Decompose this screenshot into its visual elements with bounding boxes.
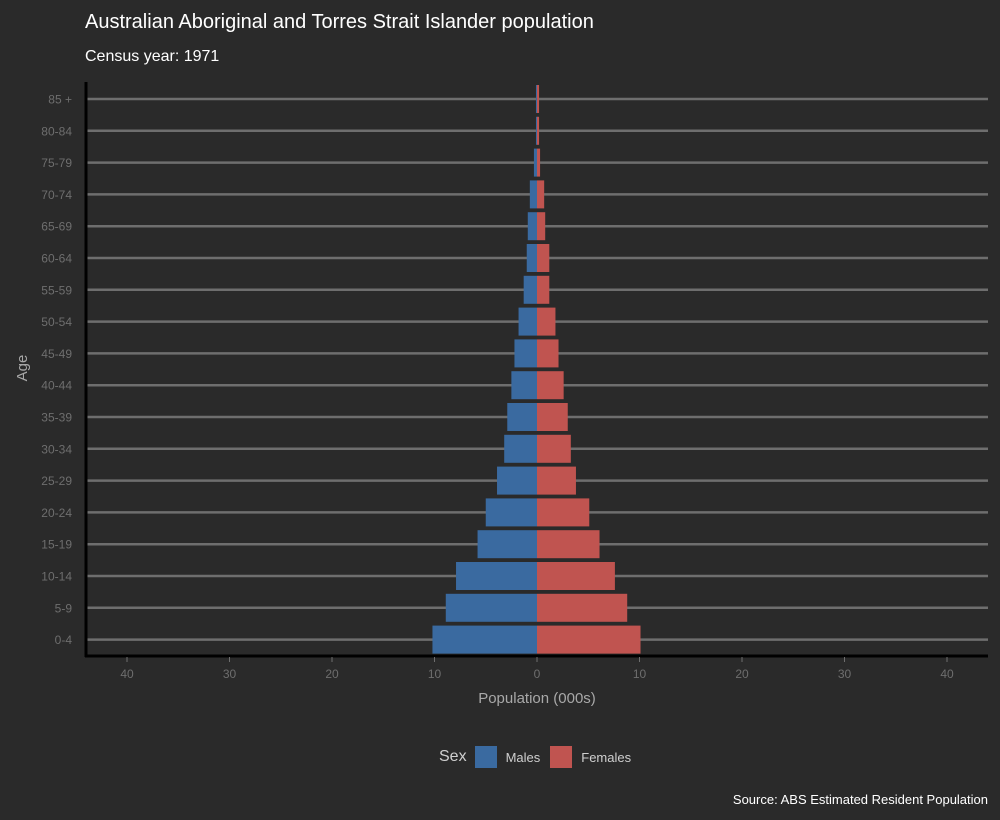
bar-females-0-4 bbox=[537, 625, 641, 654]
bar-males-75-79 bbox=[533, 148, 537, 177]
source-caption: Source: ABS Estimated Resident Populatio… bbox=[732, 792, 988, 807]
bar-males-40-44 bbox=[511, 371, 537, 400]
bar-females-65-69 bbox=[537, 212, 546, 241]
x-tick-label: 10 bbox=[633, 667, 647, 681]
y-tick-label: 85 + bbox=[48, 93, 72, 107]
x-tick-label: 40 bbox=[940, 667, 954, 681]
y-tick-label: 80-84 bbox=[41, 124, 72, 138]
bar-females-75-79 bbox=[537, 148, 541, 177]
bar-males-15-19 bbox=[477, 530, 537, 559]
y-tick-label: 0-4 bbox=[55, 633, 73, 647]
bar-males-60-64 bbox=[526, 244, 537, 272]
legend-title: Sex bbox=[439, 748, 467, 765]
bar-females-10-14 bbox=[537, 562, 615, 590]
y-tick-label: 65-69 bbox=[41, 220, 72, 234]
x-tick-label: 20 bbox=[325, 667, 339, 681]
bar-males-45-49 bbox=[514, 339, 537, 368]
legend-label-males: Males bbox=[505, 749, 541, 765]
bar-males-30-34 bbox=[504, 434, 537, 463]
y-tick-label: 70-74 bbox=[41, 188, 72, 202]
bar-females-5-9 bbox=[537, 593, 628, 622]
y-tick-label: 20-24 bbox=[41, 506, 72, 520]
y-axis-title: Age bbox=[14, 355, 31, 382]
gridlines bbox=[85, 97, 988, 641]
bar-females-15-19 bbox=[537, 530, 600, 559]
bars bbox=[432, 85, 641, 654]
bar-females-55-59 bbox=[537, 275, 550, 304]
legend: Sex Males Females bbox=[439, 744, 641, 770]
bar-males-65-69 bbox=[527, 212, 537, 241]
chart-title: Australian Aboriginal and Torres Strait … bbox=[85, 11, 594, 33]
y-tick-label: 10-14 bbox=[41, 570, 72, 584]
chart-subtitle: Census year: 1971 bbox=[85, 48, 220, 65]
bar-males-70-74 bbox=[529, 180, 537, 209]
legend-item-males: Males bbox=[474, 746, 541, 768]
x-tick-label: 30 bbox=[838, 667, 852, 681]
y-tick-label: 45-49 bbox=[41, 347, 72, 361]
bar-females-20-24 bbox=[537, 498, 590, 527]
y-tick-label: 50-54 bbox=[41, 315, 72, 329]
x-tick-label: 20 bbox=[735, 667, 749, 681]
legend-label-females: Females bbox=[581, 749, 632, 765]
bar-males-50-54 bbox=[518, 307, 537, 336]
bar-males-55-59 bbox=[523, 275, 537, 304]
bar-males-10-14 bbox=[456, 562, 537, 590]
x-tick-label: 40 bbox=[120, 667, 134, 681]
x-tick-label: 10 bbox=[428, 667, 442, 681]
x-axis-title: Population (000s) bbox=[478, 690, 596, 707]
tick-labels: 0-4 5-9 10-14 15-19 20-24 25-29 30-34 35-39 40-4… bbox=[41, 93, 954, 682]
bar-males-85 + bbox=[535, 85, 538, 113]
bar-males-20-24 bbox=[485, 498, 537, 527]
y-tick-label: 55-59 bbox=[41, 283, 72, 297]
bar-females-35-39 bbox=[537, 403, 568, 431]
bar-females-25-29 bbox=[537, 466, 576, 495]
bar-females-50-54 bbox=[537, 307, 556, 336]
bar-males-5-9 bbox=[445, 593, 537, 622]
legend-key-females bbox=[550, 746, 573, 768]
y-tick-label: 15-19 bbox=[41, 538, 72, 552]
axes bbox=[84, 82, 988, 662]
y-tick-label: 30-34 bbox=[41, 442, 72, 456]
x-tick-label: 0 bbox=[534, 667, 541, 681]
y-tick-label: 35-39 bbox=[41, 411, 72, 425]
bar-females-45-49 bbox=[537, 339, 559, 368]
bar-females-85 + bbox=[537, 85, 540, 113]
bar-males-25-29 bbox=[497, 466, 537, 495]
bar-males-80-84 bbox=[535, 116, 538, 145]
x-tick-label: 30 bbox=[223, 667, 237, 681]
bar-females-70-74 bbox=[537, 180, 545, 209]
y-tick-label: 25-29 bbox=[41, 474, 72, 488]
legend-key-males bbox=[474, 746, 497, 768]
y-tick-label: 75-79 bbox=[41, 156, 72, 170]
bar-males-0-4 bbox=[432, 625, 537, 654]
bar-males-35-39 bbox=[507, 403, 537, 431]
legend-item-females: Females bbox=[550, 746, 631, 768]
bar-females-80-84 bbox=[537, 116, 540, 145]
y-tick-label: 5-9 bbox=[55, 601, 73, 615]
bar-females-40-44 bbox=[537, 371, 564, 400]
bar-females-30-34 bbox=[537, 434, 571, 463]
y-tick-label: 60-64 bbox=[41, 252, 72, 266]
y-tick-label: 40-44 bbox=[41, 379, 72, 393]
bar-females-60-64 bbox=[537, 244, 550, 272]
